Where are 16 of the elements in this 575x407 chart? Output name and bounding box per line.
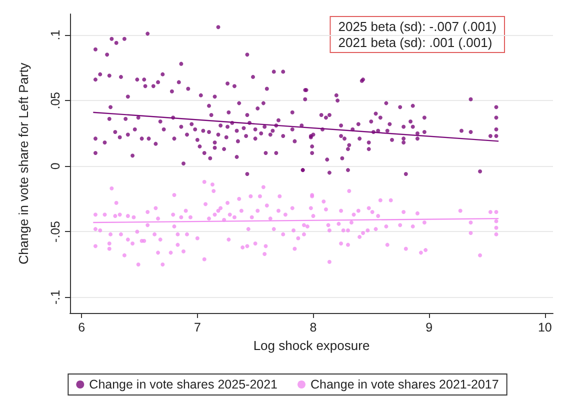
y-tick-label: -.1 xyxy=(48,290,62,305)
x-tick-label: 6 xyxy=(78,320,86,334)
legend-label: Change in vote shares 2021-2017 xyxy=(310,378,499,392)
x-tick-label: 9 xyxy=(426,320,433,334)
x-tick-label: 8 xyxy=(310,320,317,334)
x-tick-label: 7 xyxy=(194,320,201,334)
y-tick-label: .1 xyxy=(48,30,62,40)
annotation: 2025 beta (sd): -.007 (.001) xyxy=(338,19,497,34)
x-axis-title: Log shock exposure xyxy=(253,338,370,353)
y-tick-label: .05 xyxy=(48,92,62,110)
y-tick-label: -.05 xyxy=(48,220,62,242)
annotation: 2021 beta (sd): .001 (.001) xyxy=(338,35,492,50)
legend-label: Change in vote shares 2025-2021 xyxy=(89,378,278,392)
y-tick-label: 0 xyxy=(48,162,62,170)
x-tick-label: 10 xyxy=(538,320,552,334)
y-axis-title: Change in vote share for Left Party xyxy=(16,62,31,264)
